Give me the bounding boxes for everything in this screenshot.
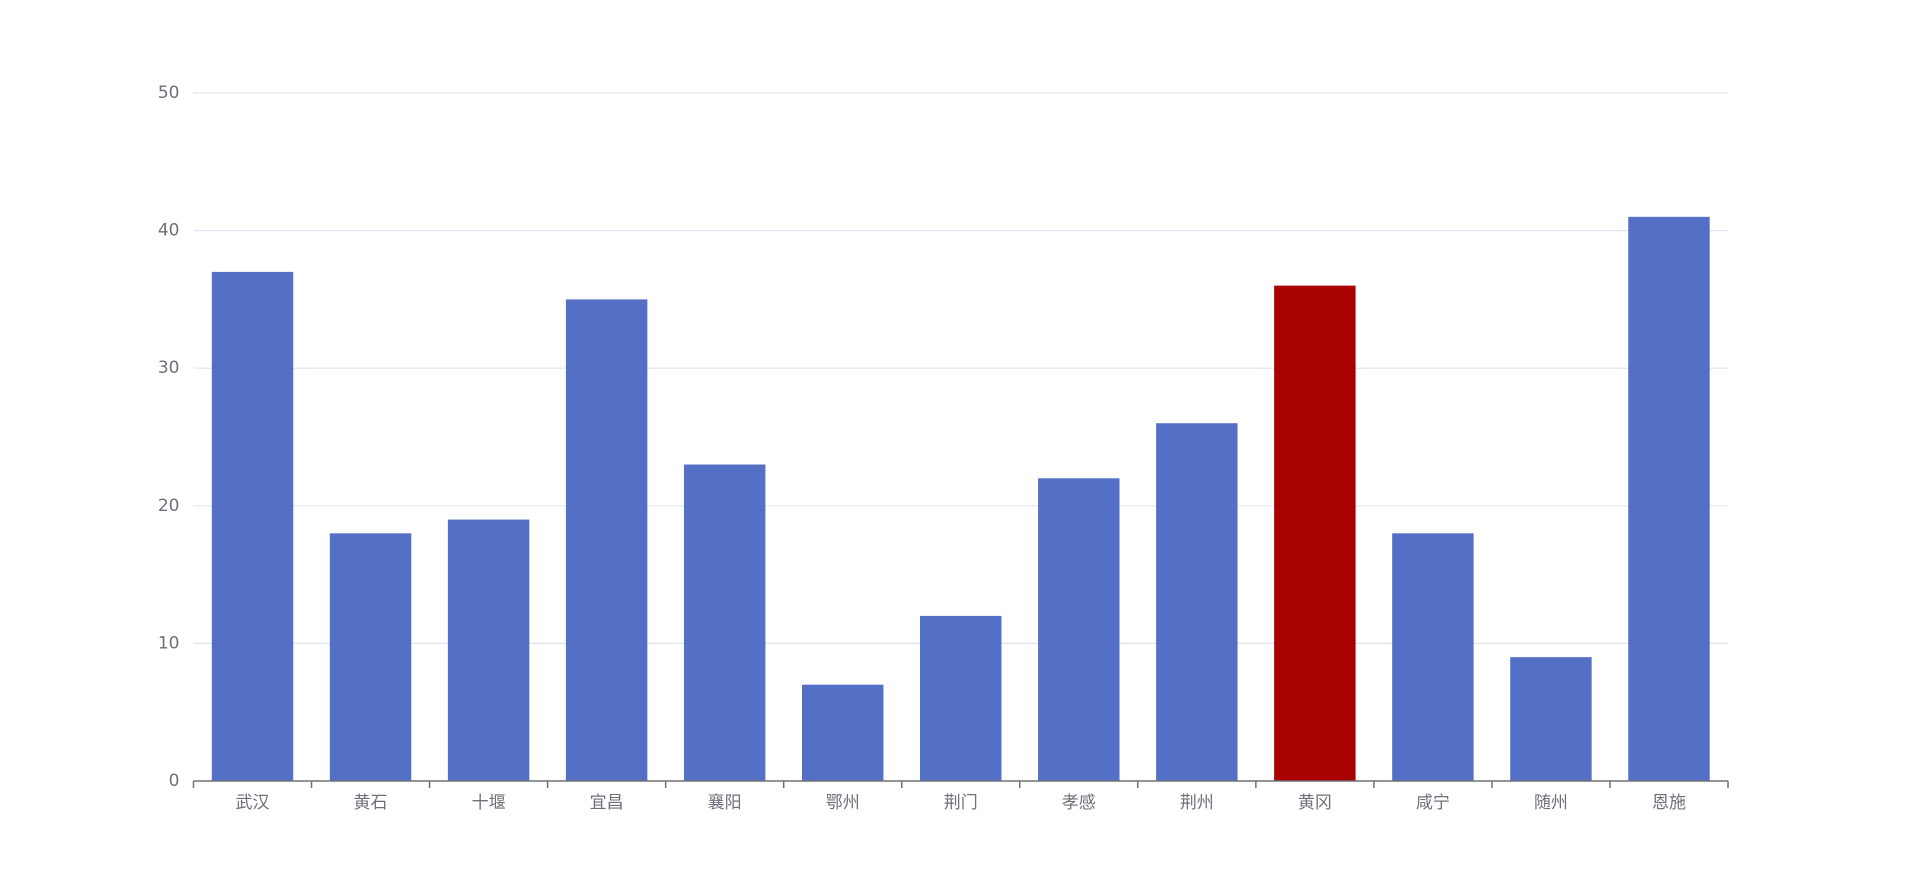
x-tick-label: 荆州 [1180,793,1214,813]
x-tick-label: 黄石 [354,793,388,813]
bar [1156,423,1238,781]
bar [920,615,1002,781]
bar [1038,478,1120,781]
y-tick-label: 10 [158,633,180,653]
bar [801,684,884,781]
bar [329,533,412,781]
x-tick-label: 咸宁 [1416,793,1450,813]
x-tick-label: 荆门 [944,793,978,813]
x-tick-label: 十堰 [472,793,506,813]
y-tick-label: 0 [169,771,180,791]
x-tick-label: 恩施 [1652,793,1686,813]
bar [1274,285,1356,781]
y-tick-label: 30 [158,358,180,378]
x-tick-label: 襄阳 [708,792,742,813]
x-tick-label: 孝感 [1062,793,1096,813]
y-tick-label: 50 [158,83,180,103]
x-tick-label: 武汉 [236,793,270,813]
bar [683,464,766,781]
x-tick-label: 鄂州 [826,793,860,813]
bar [211,271,294,781]
bar [1510,657,1592,781]
bar [447,519,530,781]
bar [565,299,648,781]
x-tick-label: 宜昌 [590,793,624,813]
y-tick-label: 20 [158,496,180,516]
y-tick-label: 40 [158,221,180,241]
bar [1392,533,1474,781]
bar [1628,216,1710,782]
x-tick-label: 随州 [1534,793,1568,813]
x-tick-label: 黄冈 [1298,793,1332,813]
